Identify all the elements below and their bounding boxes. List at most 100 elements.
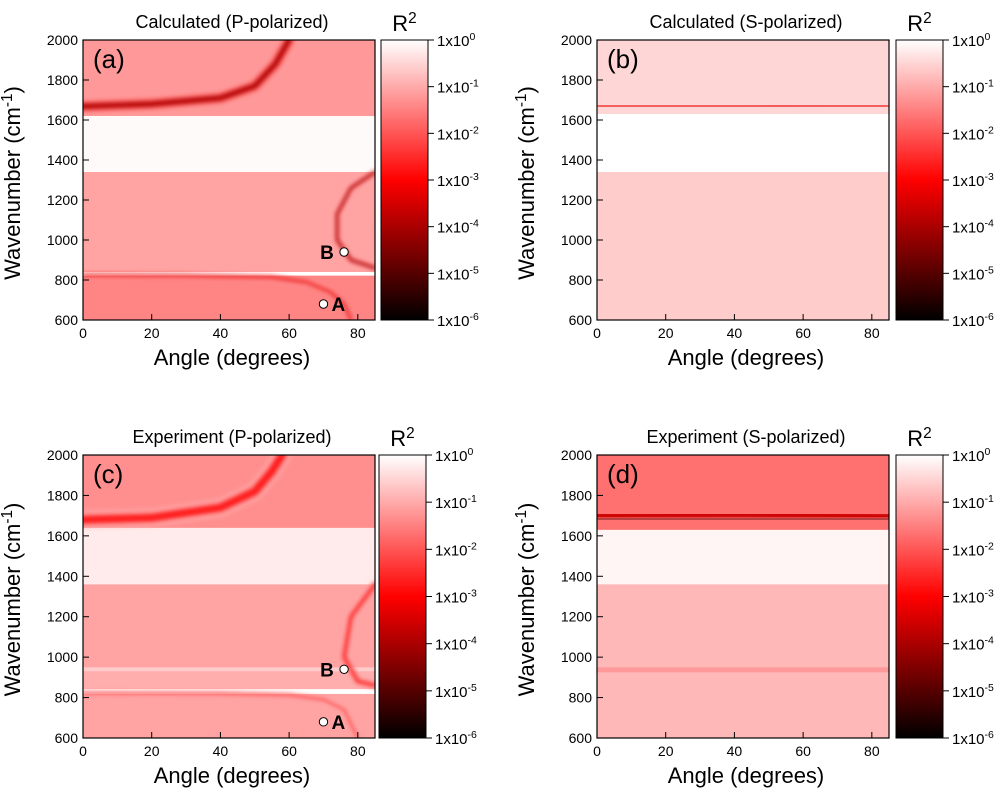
y-axis-label: Wavenumber (cm-1) bbox=[0, 503, 25, 697]
colorbar-tick-label: 1x10-1 bbox=[435, 493, 477, 512]
heatmap-band-4 bbox=[83, 667, 375, 672]
colorbar-tick-label: 1x10-3 bbox=[435, 588, 477, 607]
panel-title: Experiment (P-polarized) bbox=[132, 427, 331, 447]
x-tick-label: 80 bbox=[864, 325, 880, 341]
y-tick-label: 1200 bbox=[47, 192, 78, 208]
colorbar-tick-label: 1x10-1 bbox=[952, 78, 994, 97]
y-tick-label: 1600 bbox=[47, 528, 78, 544]
y-tick-label: 1400 bbox=[47, 152, 78, 168]
y-tick-label: 1600 bbox=[561, 112, 592, 128]
heatmap-band-2 bbox=[597, 667, 889, 673]
heatmap-area bbox=[597, 455, 889, 738]
x-tick-label: 80 bbox=[864, 743, 880, 759]
plot-frame bbox=[596, 454, 890, 739]
colorbar-tick-label: 1x10-2 bbox=[952, 124, 994, 143]
panel-title: Experiment (S-polarized) bbox=[646, 427, 845, 447]
colorbar-tick-label: 1x10-3 bbox=[952, 588, 994, 607]
colorbar-title: R2 bbox=[390, 425, 414, 452]
heatmap-feature-1 bbox=[83, 40, 292, 109]
colorbar-tick-label: 1x10-1 bbox=[952, 493, 994, 512]
x-tick-label: 80 bbox=[350, 325, 366, 341]
x-axis-label: Angle (degrees) bbox=[154, 345, 311, 370]
x-axis-label: Angle (degrees) bbox=[154, 763, 311, 788]
heatmap-band-3 bbox=[597, 584, 889, 668]
x-tick-label: 0 bbox=[593, 325, 601, 341]
y-tick-label: 2000 bbox=[561, 447, 592, 463]
marker-b bbox=[339, 664, 349, 674]
y-tick-label: 1000 bbox=[47, 232, 78, 248]
x-tick-label: 40 bbox=[727, 325, 743, 341]
y-tick-label: 800 bbox=[569, 272, 593, 288]
x-tick-label: 60 bbox=[795, 743, 811, 759]
y-tick-label: 1200 bbox=[561, 192, 592, 208]
y-tick-label: 600 bbox=[55, 730, 79, 746]
heatmap-feature-2 bbox=[83, 691, 359, 738]
heatmap-area bbox=[83, 455, 375, 738]
y-axis-label: Wavenumber (cm-1) bbox=[0, 86, 25, 280]
y-tick-label: 1800 bbox=[561, 72, 592, 88]
x-tick-label: 40 bbox=[727, 743, 743, 759]
heatmap-band-1 bbox=[597, 672, 889, 738]
colorbar-tick-label: 1x10-3 bbox=[437, 171, 479, 190]
y-tick-label: 1200 bbox=[561, 609, 592, 625]
y-tick-label: 1600 bbox=[47, 112, 78, 128]
heatmap-band-3 bbox=[83, 172, 375, 272]
colorbar-tick-label: 1x10-6 bbox=[952, 311, 994, 330]
x-tick-label: 80 bbox=[350, 743, 366, 759]
y-tick-label: 1400 bbox=[561, 568, 592, 584]
heatmap-band-5 bbox=[83, 584, 375, 668]
panel-title: Calculated (S-polarized) bbox=[649, 12, 842, 32]
x-tick-label: 40 bbox=[213, 325, 229, 341]
y-tick-label: 800 bbox=[569, 690, 593, 706]
heatmap-area bbox=[83, 40, 375, 320]
heatmap-feature-2 bbox=[597, 510, 889, 521]
y-tick-label: 1200 bbox=[47, 609, 78, 625]
colorbar-tick-label: 1x10-6 bbox=[437, 311, 479, 330]
y-tick-label: 1000 bbox=[561, 649, 592, 665]
x-tick-label: 60 bbox=[281, 325, 297, 341]
x-tick-label: 60 bbox=[795, 325, 811, 341]
y-axis-label: Wavenumber (cm-1) bbox=[513, 86, 540, 280]
colorbar bbox=[381, 40, 428, 320]
heatmap-area bbox=[597, 40, 889, 320]
marker-a bbox=[318, 299, 329, 309]
y-tick-label: 1800 bbox=[47, 487, 78, 503]
colorbar-tick-label: 1x10-5 bbox=[435, 682, 477, 701]
colorbar-title: R2 bbox=[907, 425, 931, 452]
marker-label-b: B bbox=[320, 660, 334, 681]
plot-frame bbox=[82, 454, 376, 739]
colorbar bbox=[896, 455, 943, 738]
colorbar-tick-label: 1x10-6 bbox=[435, 729, 477, 748]
colorbar-tick-label: 1x10-4 bbox=[952, 218, 994, 237]
colorbar-tick-label: 1x10-4 bbox=[435, 635, 477, 654]
heatmap-band-2 bbox=[597, 114, 889, 172]
panel-title: Calculated (P-polarized) bbox=[135, 12, 328, 32]
heatmap-band-6 bbox=[83, 527, 375, 585]
y-tick-label: 2000 bbox=[47, 447, 78, 463]
y-tick-label: 800 bbox=[55, 272, 79, 288]
x-tick-label: 20 bbox=[144, 743, 160, 759]
panel-label: (c) bbox=[93, 459, 123, 489]
colorbar-tick-label: 1x10-2 bbox=[435, 540, 477, 559]
panel-4: (d) Experiment (S-polarized) 0 20 40 60 80 600 8… bbox=[513, 425, 995, 789]
heatmap-feature-3 bbox=[336, 171, 375, 269]
heatmap-band-1 bbox=[597, 172, 889, 320]
y-axis-label: Wavenumber (cm-1) bbox=[513, 503, 540, 697]
y-tick-label: 1800 bbox=[561, 487, 592, 503]
colorbar-tick-label: 1x10-4 bbox=[952, 635, 994, 654]
heatmap-feature-3 bbox=[342, 582, 375, 688]
colorbar-title: R2 bbox=[907, 10, 931, 37]
y-tick-label: 600 bbox=[569, 312, 593, 328]
y-tick-label: 600 bbox=[569, 730, 593, 746]
colorbar-tick-label: 1x10-6 bbox=[952, 729, 994, 748]
colorbar-tick-label: 1x100 bbox=[435, 446, 474, 465]
heatmap-band-2 bbox=[83, 272, 375, 276]
panel-3: A B (c) Experiment (P-polarized) 0 20 40 60 80 60… bbox=[0, 425, 477, 789]
marker-label-a: A bbox=[331, 713, 345, 734]
y-tick-label: 1000 bbox=[47, 649, 78, 665]
marker-label-b: B bbox=[320, 243, 334, 264]
y-tick-label: 1600 bbox=[561, 528, 592, 544]
x-tick-label: 20 bbox=[658, 743, 674, 759]
heatmap-band-3 bbox=[597, 40, 889, 114]
